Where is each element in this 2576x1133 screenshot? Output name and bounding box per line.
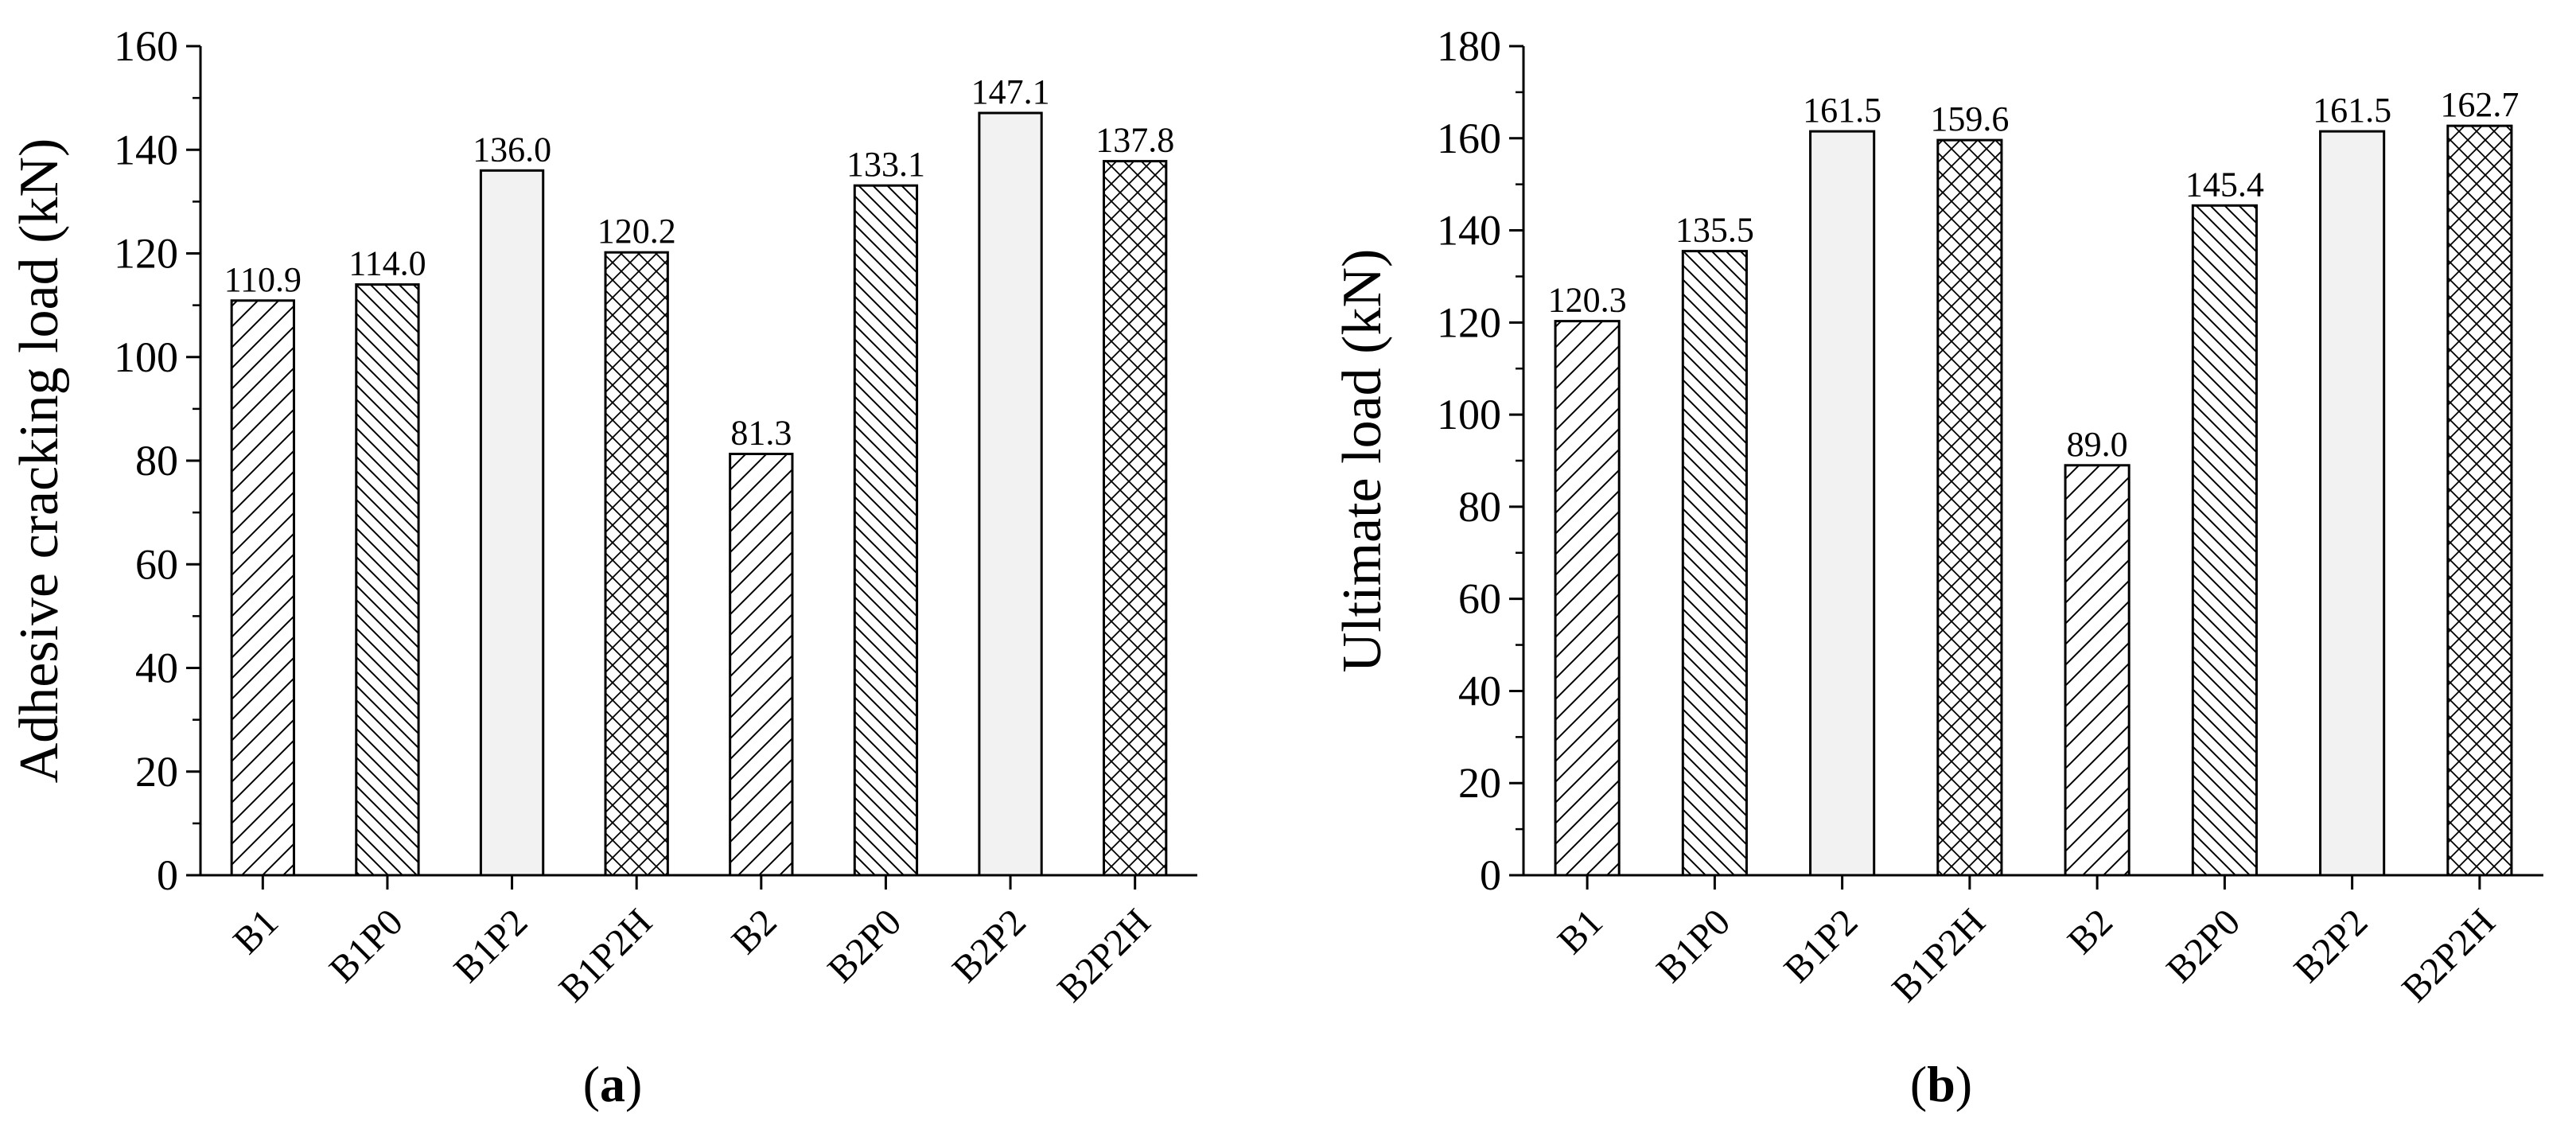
value-label-b-b1p0: 135.5 [1675,211,1754,250]
value-label-a-b1p2: 136.0 [473,130,551,169]
y-tick-label-a-160: 160 [114,22,178,70]
x-tick-label-a-b1p0: B1P0 [321,901,411,991]
bar-a-b1p2 [481,170,543,876]
bar-b-b1p2 [1810,131,1874,875]
y-tick-label-a-0: 0 [157,851,178,899]
panel-label-a: (a) [583,1056,643,1112]
y-tick-label-b-120: 120 [1437,298,1501,346]
bar-b-b2 [2065,465,2130,875]
y-tick-label-b-80: 80 [1458,483,1501,531]
x-tick-label-b-b1p2: B1P2 [1776,901,1866,991]
bar-b-b2p2h [2447,126,2512,876]
panel-label-b: (b) [1910,1056,1972,1112]
y-tick-label-b-100: 100 [1437,391,1501,438]
y-tick-label-a-20: 20 [135,748,178,796]
chart-panel-b: 120.3 B1 135.5 B1P0 161.5 B1P2 159.6 B1P2H 89.0 B… [1332,22,2543,1010]
x-tick-label-b-b1p0: B1P0 [1648,901,1738,991]
x-tick-label-a-b1p2: B1P2 [446,901,535,991]
x-tick-label-b-b2p2h: B2P2H [2394,901,2503,1010]
value-label-a-b1p2h: 120.2 [597,212,676,251]
value-label-a-b2p0: 133.1 [846,145,925,184]
value-label-b-b2p2h: 162.7 [2440,85,2519,124]
bar-a-b1p2h [605,252,668,875]
y-axis-title-a: Adhesive cracking load (kN) [9,138,70,784]
value-label-b-b2: 89.0 [2067,425,2128,464]
y-tick-label-b-0: 0 [1480,851,1501,899]
y-tick-label-a-140: 140 [114,126,178,173]
y-tick-label-b-180: 180 [1437,22,1501,70]
value-label-a-b2p2: 147.1 [971,72,1050,111]
y-tick-label-a-60: 60 [135,540,178,588]
value-label-a-b2p2h: 137.8 [1095,121,1174,160]
y-axis-title-b: Ultimate load (kN) [1332,249,1393,673]
bar-a-b1 [232,300,294,875]
x-tick-label-b-b1p2h: B1P2H [1884,901,1993,1010]
x-tick-label-a-b2: B2 [724,901,785,962]
value-label-b-b1p2: 161.5 [1803,91,1881,130]
y-tick-label-a-100: 100 [114,333,178,381]
value-label-b-b1: 120.3 [1548,281,1627,320]
chart-panel-a: 110.9 B1 114.0 B1P0 136.0 B1P2 120.2 B1P2H 81.3 B… [9,22,1197,1010]
value-label-a-b1p0: 114.0 [348,244,426,283]
bar-a-b1p0 [356,284,419,875]
y-tick-label-a-120: 120 [114,230,178,278]
y-tick-label-b-40: 40 [1458,667,1501,714]
bar-a-b2p2 [979,113,1042,876]
x-tick-label-a-b1p2h: B1P2H [551,901,660,1010]
y-tick-label-b-20: 20 [1458,759,1501,807]
x-tick-label-b-b2p2: B2P2 [2286,901,2376,991]
y-tick-label-a-80: 80 [135,437,178,485]
x-tick-label-a-b2p2: B2P2 [944,901,1034,991]
x-tick-label-a-b1: B1 [225,901,286,962]
bar-a-b2p2h [1103,161,1166,875]
x-tick-label-a-b2p0: B2P0 [819,901,909,991]
y-tick-label-b-140: 140 [1437,207,1501,255]
value-label-b-b1p2h: 159.6 [1930,99,2009,138]
bar-a-b2p0 [854,185,917,875]
value-label-b-b2p0: 145.4 [2185,165,2264,204]
x-tick-label-a-b2p2h: B2P2H [1049,901,1158,1010]
x-tick-label-b-b2p0: B2P0 [2158,901,2248,991]
bar-a-b2 [730,454,792,875]
bar-b-b2p2 [2320,131,2384,875]
y-tick-label-a-40: 40 [135,644,178,692]
y-tick-label-b-60: 60 [1458,575,1501,623]
x-tick-label-b-b2: B2 [2060,901,2121,962]
x-tick-label-b-b1: B1 [1550,901,1611,962]
bar-b-b1p2h [1937,140,2002,876]
bar-b-b1p0 [1683,251,1747,875]
bar-b-b2p0 [2193,205,2257,876]
y-tick-label-b-160: 160 [1437,115,1501,162]
bar-b-b1 [1555,321,1620,875]
value-label-a-b2: 81.3 [730,414,792,453]
value-label-b-b2p2: 161.5 [2313,91,2391,130]
value-label-a-b1: 110.9 [224,260,302,299]
